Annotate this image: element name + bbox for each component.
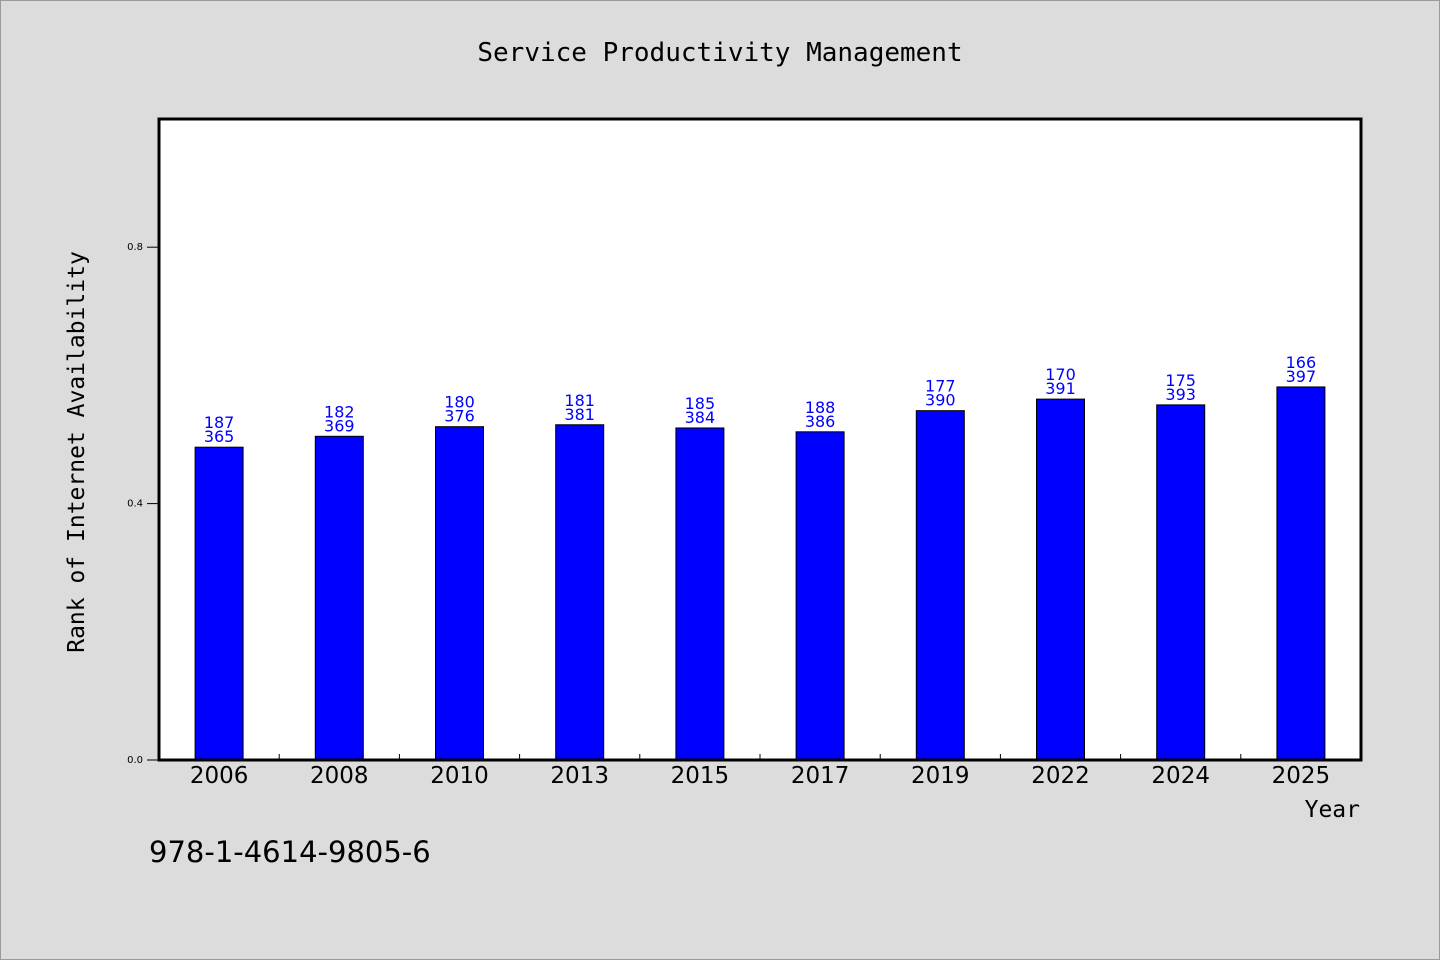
- x-axis-title: Year: [1305, 797, 1360, 823]
- bar-2008: [314, 435, 364, 761]
- bar-2010: [435, 426, 484, 761]
- data-label-top-2022: 170: [1045, 365, 1076, 384]
- data-label-bottom-2010: 376: [444, 407, 475, 426]
- bar-2025: [1276, 386, 1326, 761]
- data-label-top-2015: 185: [685, 394, 716, 413]
- data-label-bottom-2008: 369: [324, 416, 355, 435]
- data-label-bottom-2015: 384: [685, 408, 716, 427]
- data-label-top-2010: 180: [444, 393, 475, 412]
- x-axis-ticks: 2006 2008 2010 2013 2015 2017 2019 2022 2024 2025: [190, 754, 1330, 789]
- x-tick-label-2017: 2017: [791, 763, 850, 789]
- data-label-top-2008: 182: [324, 402, 355, 421]
- data-label-top-2017: 188: [805, 398, 836, 417]
- y-tick-label: 0.4: [127, 499, 143, 510]
- y-axis-ticks: 0.0 0.4 0.8: [127, 242, 159, 766]
- data-label-bottom-2019: 390: [925, 391, 956, 410]
- x-tick-label-2019: 2019: [911, 763, 970, 789]
- x-tick-label-2006: 2006: [190, 763, 249, 789]
- y-tick-label: 0.8: [127, 242, 143, 253]
- y-tick-label: 0.0: [127, 755, 143, 766]
- data-label-bottom-2025: 397: [1286, 367, 1317, 386]
- x-tick-label-2025: 2025: [1272, 763, 1331, 789]
- data-label-top-2013: 181: [564, 391, 595, 410]
- data-label-bottom-2013: 381: [564, 405, 595, 424]
- data-label-bottom-2024: 393: [1165, 385, 1196, 404]
- data-labels-group: 1873651823691803761813811853841883861773…: [204, 353, 1316, 446]
- data-label-bottom-2017: 386: [805, 412, 836, 431]
- x-tick-label-2013: 2013: [550, 763, 609, 789]
- y-axis-title: Rank of Internet Availability: [64, 251, 90, 653]
- x-tick-label-2015: 2015: [671, 763, 730, 789]
- data-label-top-2024: 175: [1165, 371, 1196, 390]
- bar-2024: [1156, 404, 1206, 761]
- data-label-top-2025: 166: [1286, 353, 1317, 372]
- bar-2022: [1036, 398, 1085, 761]
- bar-2013: [555, 424, 605, 761]
- x-tick-label-2022: 2022: [1031, 763, 1090, 789]
- data-label-bottom-2006: 365: [204, 427, 235, 446]
- x-tick-label-2008: 2008: [310, 763, 369, 789]
- data-label-bottom-2022: 391: [1045, 379, 1076, 398]
- data-label-top-2019: 177: [925, 377, 956, 396]
- bars-group: [194, 386, 1326, 761]
- isbn-note: 978-1-4614-9805-6: [149, 835, 431, 869]
- bar-2015: [675, 427, 725, 761]
- bar-2006: [194, 446, 244, 761]
- bar-2019: [915, 410, 965, 761]
- x-tick-label-2010: 2010: [430, 763, 489, 789]
- x-tick-label-2024: 2024: [1151, 763, 1210, 789]
- chart-title: Service Productivity Management: [477, 38, 962, 68]
- bar-2017: [795, 431, 845, 761]
- data-label-top-2006: 187: [204, 413, 235, 432]
